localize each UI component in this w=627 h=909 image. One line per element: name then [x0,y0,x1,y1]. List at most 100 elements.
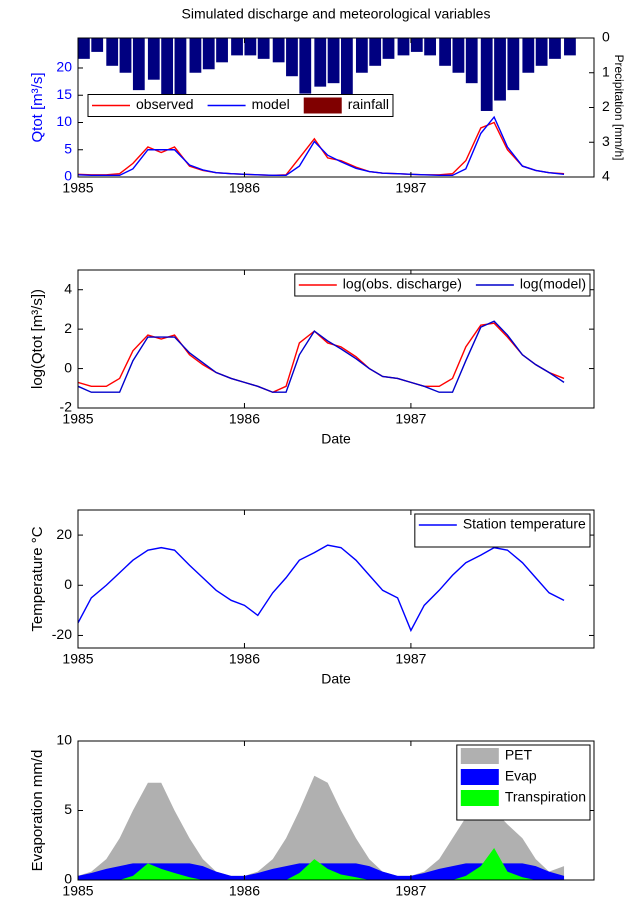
x-tick-label: 1985 [62,883,93,899]
plot [78,544,565,633]
rain-bar [522,38,535,73]
y-tick-label: -20 [52,626,72,642]
plot [78,775,565,880]
y-axis-label: log(Qtot [m³/s]) [29,289,46,389]
y-tick-label: 15 [56,86,72,102]
area [78,848,565,880]
x-axis-label: Date [321,671,351,687]
rain-bar [452,38,465,73]
y-tick-label: 20 [56,526,72,542]
y2-tick-label: 0 [602,29,610,45]
x-tick-label: 1985 [62,651,93,667]
legend-label: observed [136,96,194,112]
rain-bar [424,38,437,56]
x-tick-label: 1986 [229,883,260,899]
legend: Station temperature [414,513,591,548]
y2-tick-label: 1 [602,63,610,79]
y-tick-label: 0 [64,871,72,887]
area [78,775,565,880]
rain-bar [216,38,228,63]
legend: PET Evap Transpiration [456,744,591,821]
y-tick-label: 0 [64,168,72,184]
x-tick-label: 1985 [62,411,93,427]
legend: observed model rainfall [87,94,394,117]
legend-swatch [460,769,499,785]
y-tick-label: 0 [64,576,72,592]
y-axis-label: Temperature °C [29,526,46,631]
line [78,115,565,177]
x-tick-label: 1985 [62,180,93,196]
y-tick-label: 0 [64,359,72,375]
rain-bar [272,38,285,63]
line [78,320,565,393]
x-tick-label: 1987 [395,180,426,196]
legend-label: rainfall [348,96,389,112]
rain-bar [91,38,104,52]
y-tick-label: 4 [64,280,72,296]
rain-bar [327,38,340,84]
rain-bar [535,38,548,66]
legend-label: Evap [505,768,537,784]
legend-box [294,273,591,297]
legend-swatch [460,790,499,806]
rain-bar [439,38,451,66]
x-tick-label: 1987 [395,651,426,667]
legend-swatch [460,748,499,764]
rain-bar [189,38,202,73]
panel: 1985 1986 1987 0 5 10 Evaporation mm/d PET Evap T… [29,732,595,899]
legend-label: Station temperature [463,516,586,532]
rain-bar [369,38,382,66]
rain-bar [257,38,270,59]
line [78,544,565,633]
rain-bar [480,38,493,111]
rain-bar [465,38,478,84]
rain-bar [494,38,506,101]
y-axis-label: Evaporation mm/d [29,750,46,872]
x-tick-label: 1987 [395,411,426,427]
y-tick-label: 5 [64,801,72,817]
legend-swatch [303,97,342,114]
legend-label: log(model) [520,276,586,292]
rain-bar [382,38,395,59]
plot [78,38,576,177]
rain-bar [410,38,423,52]
rain-bar [202,38,215,70]
legend-label: PET [505,747,533,763]
rain-bar [161,38,174,108]
panel: 1985 1986 1987 -20 0 20 Date Temperature °C Stat… [29,509,595,687]
legend-box [414,513,591,548]
rain-bar [231,38,243,56]
panel: 1985 1986 1987 -2 0 2 4 Date log(Qtot [m³/s]) log… [29,269,595,447]
legend-label: model [252,96,290,112]
x-axis-label: Date [321,431,351,447]
y2-tick-label: 4 [602,168,610,184]
y2-tick-label: 3 [602,133,610,149]
y-tick-label: -2 [60,399,73,415]
panel: 1985 1986 1987 0 5 10 15 20 0 1 2 3 4 Simulated disch… [29,6,626,196]
x-tick-label: 1986 [229,180,260,196]
rain-bar [119,38,132,73]
line [78,322,565,393]
legend: log(obs. discharge) log(model) [294,273,591,297]
rain-bar [340,38,353,105]
rain-bar [314,38,327,87]
rain-bar [78,38,90,59]
rain-bar [355,38,368,73]
y-tick-label: 2 [64,320,72,336]
y-tick-label: 20 [56,59,72,75]
rain-bar [564,38,576,56]
y2-axis-label: Precipitation [mm/h] [612,54,626,160]
y-axis-label: Qtot [m³/s] [29,72,46,142]
rain-bar [397,38,410,56]
x-tick-label: 1987 [395,883,426,899]
plot [78,320,565,393]
y2-tick-label: 2 [602,98,610,114]
rain-bar [106,38,119,66]
y-tick-label: 10 [56,113,72,129]
y-tick-label: 10 [56,732,72,748]
rain-bar [286,38,298,77]
axes-box [77,269,595,409]
x-tick-label: 1986 [229,651,260,667]
x-tick-label: 1986 [229,411,260,427]
